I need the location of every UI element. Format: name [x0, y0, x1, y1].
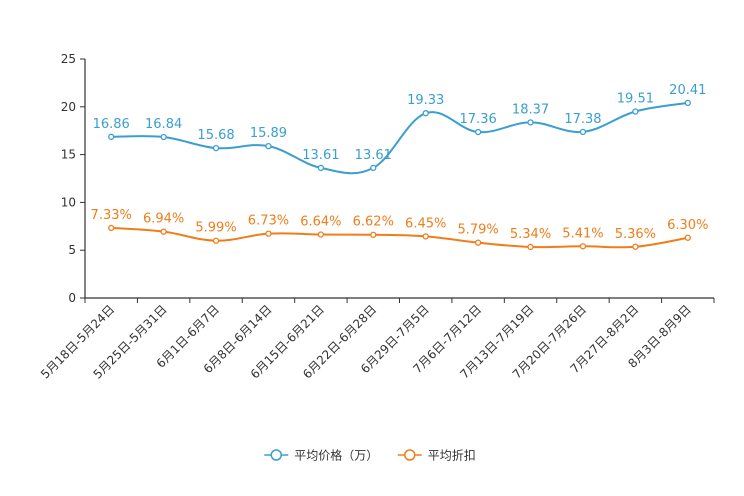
- data-point: [160, 133, 167, 141]
- legend-item-0: 平均价格（万）: [264, 448, 378, 463]
- data-label: 6.45%: [405, 216, 446, 231]
- data-point: [632, 243, 639, 250]
- data-label: 16.86: [93, 117, 130, 132]
- data-label: 5.41%: [562, 226, 603, 241]
- data-point: [160, 228, 167, 235]
- y-tick-label: 15: [61, 148, 76, 162]
- data-point: [474, 128, 482, 136]
- data-label: 6.30%: [667, 218, 708, 233]
- data-point: [422, 233, 429, 240]
- data-point: [212, 237, 220, 244]
- legend-marker: [270, 449, 282, 461]
- data-point: [422, 110, 429, 117]
- y-tick-label: 25: [61, 52, 76, 66]
- data-label: 20.41: [669, 83, 706, 98]
- data-point: [579, 243, 587, 250]
- data-label: 6.62%: [353, 215, 394, 230]
- data-label: 18.37: [512, 102, 549, 117]
- data-point: [317, 231, 325, 238]
- data-label: 5.34%: [510, 227, 551, 242]
- data-point: [527, 119, 534, 126]
- data-label: 16.84: [145, 117, 182, 132]
- data-point: [317, 164, 325, 172]
- y-tick-label: 5: [68, 243, 76, 257]
- data-label: 13.61: [355, 148, 392, 163]
- data-point: [684, 234, 691, 241]
- data-point: [684, 99, 691, 107]
- data-point: [474, 239, 482, 246]
- data-point: [265, 142, 272, 150]
- legend-label: 平均折扣: [428, 448, 476, 463]
- data-point: [579, 128, 587, 135]
- data-label: 5.99%: [195, 221, 236, 236]
- legend-marker: [404, 449, 416, 461]
- data-label: 19.51: [617, 91, 654, 106]
- legend-item-1: 平均折扣: [397, 448, 476, 463]
- chart-series: 16.86 16.84 15.68 15.89 13.61 13.61 19.33 17.36…: [91, 83, 708, 251]
- data-point: [108, 224, 115, 232]
- y-tick-label: 10: [61, 195, 76, 209]
- data-label: 19.33: [407, 93, 444, 108]
- data-label: 17.38: [564, 112, 601, 127]
- y-tick-label: 20: [61, 100, 76, 114]
- data-point: [212, 144, 220, 152]
- data-point: [265, 230, 272, 237]
- data-label: 15.68: [197, 128, 234, 143]
- data-label: 17.36: [460, 112, 497, 127]
- data-point: [108, 133, 115, 140]
- data-label: 6.64%: [300, 215, 341, 230]
- data-point: [632, 108, 639, 115]
- series-line-1: [111, 226, 688, 249]
- data-label: 6.94%: [143, 212, 184, 227]
- data-label: 15.89: [250, 126, 287, 141]
- data-label: 5.36%: [615, 227, 656, 242]
- data-point: [370, 231, 377, 238]
- chart-legend: 平均价格（万） 平均折扣: [264, 448, 476, 463]
- data-label: 13.61: [302, 148, 339, 163]
- data-point: [527, 243, 534, 251]
- data-point: [370, 164, 377, 172]
- data-label: 7.33%: [91, 208, 132, 223]
- y-tick-label: 0: [68, 291, 76, 305]
- legend-label: 平均价格（万）: [294, 448, 378, 463]
- data-label: 6.73%: [248, 214, 289, 229]
- data-label: 5.79%: [457, 223, 498, 238]
